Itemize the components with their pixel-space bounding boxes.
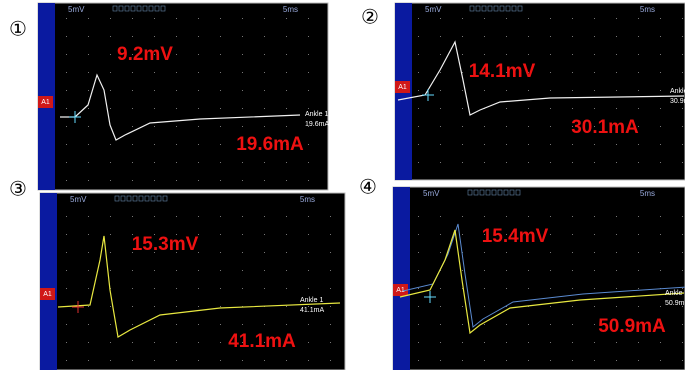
site-label: Ankle 1 — [300, 297, 323, 304]
amplitude: 15.4mV — [482, 226, 549, 247]
site-current: 30.9m — [670, 98, 685, 105]
stimulus-current: 50.9mA — [598, 316, 666, 337]
site-label: Ankle — [665, 290, 683, 297]
side-strip — [393, 187, 410, 370]
panel-number: ④ — [359, 176, 377, 198]
sensitivity: 5mV — [68, 5, 85, 14]
channel-label: A1 — [396, 287, 405, 294]
sweep: 5ms — [300, 195, 315, 204]
amplitude: 9.2mV — [117, 44, 173, 65]
sweep: 5ms — [640, 5, 655, 14]
site-current: 19.6mA — [305, 121, 329, 128]
figure: ① A1 5mV 5ms Ankle 1 19.6mA 9.2mV 19.6mA ② A1 5mV 5… — [0, 0, 685, 370]
panel-number: ② — [361, 6, 379, 28]
panel-number: ③ — [9, 178, 27, 200]
sweep: 5ms — [283, 5, 298, 14]
stimulus-current: 41.1mA — [228, 331, 296, 352]
sensitivity: 5mV — [423, 189, 440, 198]
site-current: 50.9m — [665, 300, 685, 307]
grid — [58, 207, 345, 370]
site-label: Ankle — [670, 88, 685, 95]
sensitivity: 5mV — [425, 5, 442, 14]
side-strip — [40, 193, 57, 370]
scope-panel: ④ A1 5mV 5ms Ankle 50.9m 15.4mV 50.9mA — [359, 176, 685, 370]
sweep: 5ms — [640, 189, 655, 198]
site-current: 41.1mA — [300, 307, 324, 314]
stimulus-current: 30.1mA — [571, 117, 639, 138]
scope-panel: ③ A1 5mV 5ms Ankle 1 41.1mA 15.3mV 41.1mA — [9, 178, 345, 370]
scope-panel: ② A1 5mV 5ms Ankle 30.9m 14.1mV 30.1mA — [361, 3, 685, 180]
sensitivity: 5mV — [70, 195, 87, 204]
grid — [56, 17, 328, 190]
channel-label: A1 — [41, 99, 50, 106]
stimulus-current: 19.6mA — [236, 134, 304, 155]
amplitude: 14.1mV — [469, 61, 536, 82]
channel-label: A1 — [43, 291, 52, 298]
amplitude: 15.3mV — [132, 234, 199, 255]
site-label: Ankle 1 — [305, 111, 328, 118]
scope-panel: ① A1 5mV 5ms Ankle 1 19.6mA 9.2mV 19.6mA — [9, 3, 329, 190]
panel-number: ① — [9, 18, 27, 40]
page: ① A1 5mV 5ms Ankle 1 19.6mA 9.2mV 19.6mA ② A1 5mV 5… — [0, 0, 685, 370]
channel-label: A1 — [398, 84, 407, 91]
